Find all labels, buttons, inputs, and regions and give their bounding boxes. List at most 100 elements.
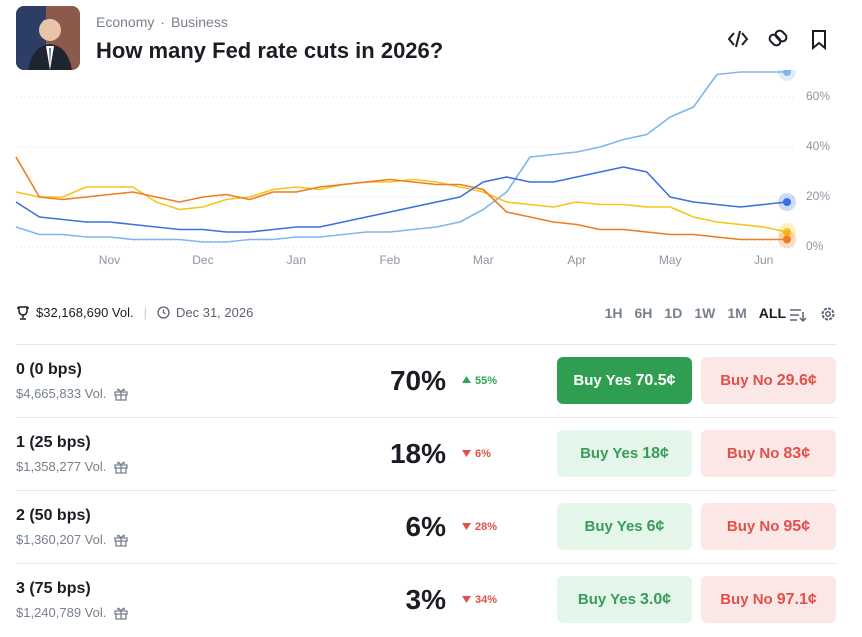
x-tick-label: May <box>659 253 682 267</box>
button-label: Buy Yes <box>584 518 643 535</box>
outcome-name: 1 (25 bps) <box>16 434 91 451</box>
gift-icon <box>114 388 129 401</box>
yes-price: 6¢ <box>646 517 665 535</box>
buy-no-button[interactable]: Buy No 83¢ <box>701 430 836 477</box>
time-range-button[interactable]: 1D <box>664 305 683 321</box>
y-tick-label: 40% <box>806 139 830 153</box>
x-tick-label: Jan <box>287 253 306 267</box>
button-label: Buy Yes <box>573 372 632 389</box>
buy-yes-button[interactable]: Buy Yes 3.0¢ <box>557 576 692 623</box>
bookmark-icon[interactable] <box>812 30 826 50</box>
button-label: Buy No <box>720 591 773 608</box>
outcome-volume-wrap: $1,358,277 Vol. <box>16 459 129 474</box>
series-line <box>15 71 787 243</box>
time-range-button[interactable]: 1H <box>604 305 623 321</box>
outcome-chance: 18% <box>389 438 446 469</box>
buy-yes-button[interactable]: Buy Yes 6¢ <box>557 503 692 550</box>
arrow-shape <box>462 450 471 457</box>
y-tick-label: 0% <box>806 239 824 253</box>
outcome-volume-wrap: $4,665,833 Vol. <box>16 386 129 401</box>
outcome-name: 0 (0 bps) <box>16 361 82 378</box>
embed-icon[interactable] <box>728 30 749 48</box>
gift-icon <box>114 534 129 547</box>
x-tick-label: Mar <box>473 253 494 267</box>
gift-shape <box>114 607 129 620</box>
outcome-row: 1 (25 bps) $1,358,277 Vol. 18% 6% Buy Yes 18¢… <box>16 417 837 491</box>
outcome-change: 6% <box>462 448 491 460</box>
trend-arrow <box>462 376 471 383</box>
buy-no-button[interactable]: Buy No 95¢ <box>701 503 836 550</box>
sort-icon[interactable] <box>790 309 807 323</box>
buy-no-button[interactable]: Buy No 97.1¢ <box>701 576 836 623</box>
yes-price: 18¢ <box>642 444 669 462</box>
change-value: 28% <box>475 521 498 533</box>
outcome-change: 34% <box>462 594 497 606</box>
settings-icon[interactable] <box>821 307 835 321</box>
no-price: 95¢ <box>783 517 811 535</box>
button-label: Buy No <box>726 445 780 462</box>
button-label: Buy No <box>720 372 773 389</box>
time-range-button[interactable]: 6H <box>634 305 653 321</box>
time-ranges: 1H 6H 1D 1W 1M ALL <box>605 305 786 321</box>
clock-icon <box>157 306 170 319</box>
end-dot <box>783 235 791 244</box>
buy-no-button[interactable]: Buy No 29.6¢ <box>701 357 836 404</box>
time-range-button[interactable]: ALL <box>758 305 786 321</box>
outcome-name: 2 (50 bps) <box>16 507 91 524</box>
market-image <box>16 6 80 70</box>
breadcrumb[interactable]: Economy <box>96 14 155 30</box>
gift-icon <box>114 607 129 620</box>
series-line <box>15 166 788 233</box>
outcome-volume-wrap: $1,360,207 Vol. <box>16 532 129 547</box>
time-range-button[interactable]: 1M <box>727 305 747 321</box>
yes-price: 70.5¢ <box>635 371 676 389</box>
change-value: 6% <box>475 448 491 460</box>
outcome-row: 2 (50 bps) $1,360,207 Vol. 6% 28% Buy Yes 6¢ B… <box>16 490 837 564</box>
yes-price: 3.0¢ <box>639 590 672 608</box>
change-value: 34% <box>475 594 498 606</box>
y-tick-label: 20% <box>806 189 830 203</box>
link-icon[interactable] <box>768 29 788 47</box>
button-label: Buy Yes <box>577 591 636 608</box>
trend-arrow <box>462 523 471 530</box>
portrait <box>16 6 80 70</box>
gift-shape <box>114 534 129 547</box>
x-tick-label: Apr <box>567 253 586 267</box>
trophy-icon <box>17 305 29 320</box>
outcome-chance: 3% <box>405 584 446 615</box>
header-actions <box>728 29 826 50</box>
end-date: Dec 31, 2026 <box>175 305 254 320</box>
outcome-volume-wrap: $1,240,789 Vol. <box>16 605 129 620</box>
arrow-shape <box>462 376 471 383</box>
buy-yes-button[interactable]: Buy Yes 18¢ <box>557 430 692 477</box>
arrow-shape <box>462 523 471 530</box>
end-dot <box>783 228 791 236</box>
x-tick-label: Jun <box>754 253 773 267</box>
trend-arrow <box>462 450 471 457</box>
market-stats: $32,168,690 Vol. | Dec 31, 2026 <box>16 305 253 320</box>
end-dot <box>783 198 791 206</box>
outcome-row: 0 (0 bps) $4,665,833 Vol. 70% 55% Buy Yes 70.… <box>16 344 837 418</box>
y-tick-label: 60% <box>806 89 830 103</box>
chart: 0% 20% 40% 60% Nov Dec Jan Feb Mar Apr May Jun <box>15 70 830 267</box>
outcome-volume: $1,358,277 Vol. <box>16 459 107 474</box>
outcome-name: 3 (75 bps) <box>16 580 91 597</box>
chart-controls <box>790 307 835 323</box>
end-dot <box>783 70 791 76</box>
buy-yes-button[interactable]: Buy Yes 70.5¢ <box>557 357 692 404</box>
time-range-button[interactable]: 1W <box>694 305 716 321</box>
no-price: 83¢ <box>783 444 811 462</box>
no-price: 97.1¢ <box>776 590 817 608</box>
total-volume: $32,168,690 Vol. <box>36 305 134 320</box>
outcome-change: 55% <box>462 375 497 387</box>
button-label: Buy No <box>726 518 780 535</box>
arrow-shape <box>462 596 471 603</box>
no-price: 29.6¢ <box>776 371 817 389</box>
outcome-volume: $1,360,207 Vol. <box>16 532 107 547</box>
change-value: 55% <box>475 375 498 387</box>
gift-icon <box>114 461 129 474</box>
x-tick-label: Feb <box>379 253 400 267</box>
breadcrumb[interactable]: Business <box>171 14 228 30</box>
outcome-volume: $1,240,789 Vol. <box>16 605 107 620</box>
